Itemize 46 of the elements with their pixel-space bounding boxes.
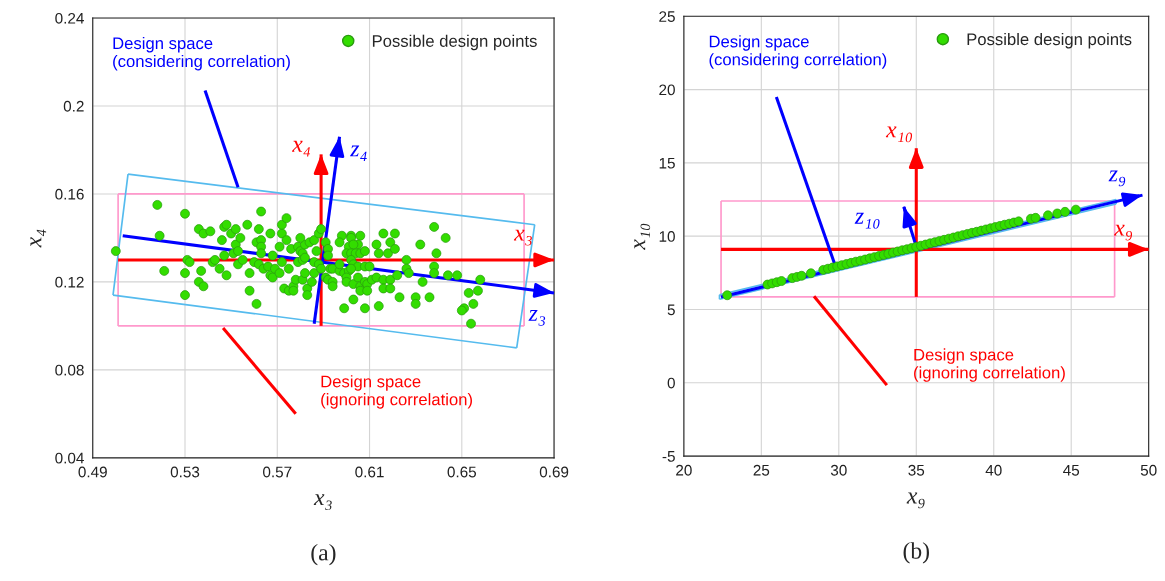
y-tick-label: 25 xyxy=(659,11,675,22)
x-axis-title: x₉ xyxy=(906,492,925,509)
series-label: x₃ xyxy=(513,229,532,246)
y-tick-label: -5 xyxy=(662,451,675,462)
y-tick-label: 5 xyxy=(667,304,675,316)
text: (a) xyxy=(311,543,336,566)
y-tick-label: 0.2 xyxy=(63,100,84,112)
annotation: Design space (ignoring correlation) xyxy=(914,348,1065,382)
series-label: z₁₀ xyxy=(854,212,880,229)
legend-label: Possible design points xyxy=(967,32,1132,49)
legend-label: Possible design points xyxy=(372,34,537,51)
y-axis-title: x₄ xyxy=(30,229,47,248)
y-tick-label: 0.08 xyxy=(55,364,84,376)
series-label: z₉ xyxy=(1108,170,1126,187)
y-tick-label: 0.16 xyxy=(55,188,84,200)
y-tick-label: 15 xyxy=(659,157,675,169)
y-tick-label: 0 xyxy=(667,377,675,389)
x-tick-label: 0.69 xyxy=(539,466,569,478)
series-label: x₄ xyxy=(292,140,311,157)
annotation: Design space (considering correlation) xyxy=(113,36,290,71)
annotation: Design space (considering correlation) xyxy=(709,35,887,69)
y-tick-label: 0.12 xyxy=(55,276,84,288)
y-tick-label: 20 xyxy=(659,84,675,96)
x-tick-label: 0.49 xyxy=(78,466,107,478)
x-tick-label: 25 xyxy=(753,464,770,476)
x-tick-label: 0.53 xyxy=(170,466,200,478)
x-tick-label: 35 xyxy=(908,464,925,476)
series-label: x₉ xyxy=(1114,224,1133,241)
series-label: x₁₀ xyxy=(885,126,913,143)
y-tick-label: 0.04 xyxy=(55,452,84,464)
x-axis-title: x₃ xyxy=(313,494,332,511)
annotation: Design space (ignoring correlation) xyxy=(321,375,472,409)
x-tick-label: 0.61 xyxy=(355,466,384,478)
x-tick-label: 0.57 xyxy=(263,466,292,478)
x-tick-label: 20 xyxy=(676,464,692,476)
x-tick-label: 30 xyxy=(830,464,847,476)
y-axis-title: x₁₀ xyxy=(634,223,651,250)
series-label: z₃ xyxy=(528,309,546,326)
text: (b) xyxy=(903,542,929,564)
x-tick-label: 45 xyxy=(1063,464,1080,476)
x-tick-label: 0.65 xyxy=(447,466,477,478)
legend-label: z₄ xyxy=(350,145,367,162)
x-tick-label: 50 xyxy=(1140,464,1157,476)
y-tick-label: 10 xyxy=(659,231,675,242)
y-tick-label: 0.24 xyxy=(55,12,84,24)
x-tick-label: 40 xyxy=(985,464,1002,476)
